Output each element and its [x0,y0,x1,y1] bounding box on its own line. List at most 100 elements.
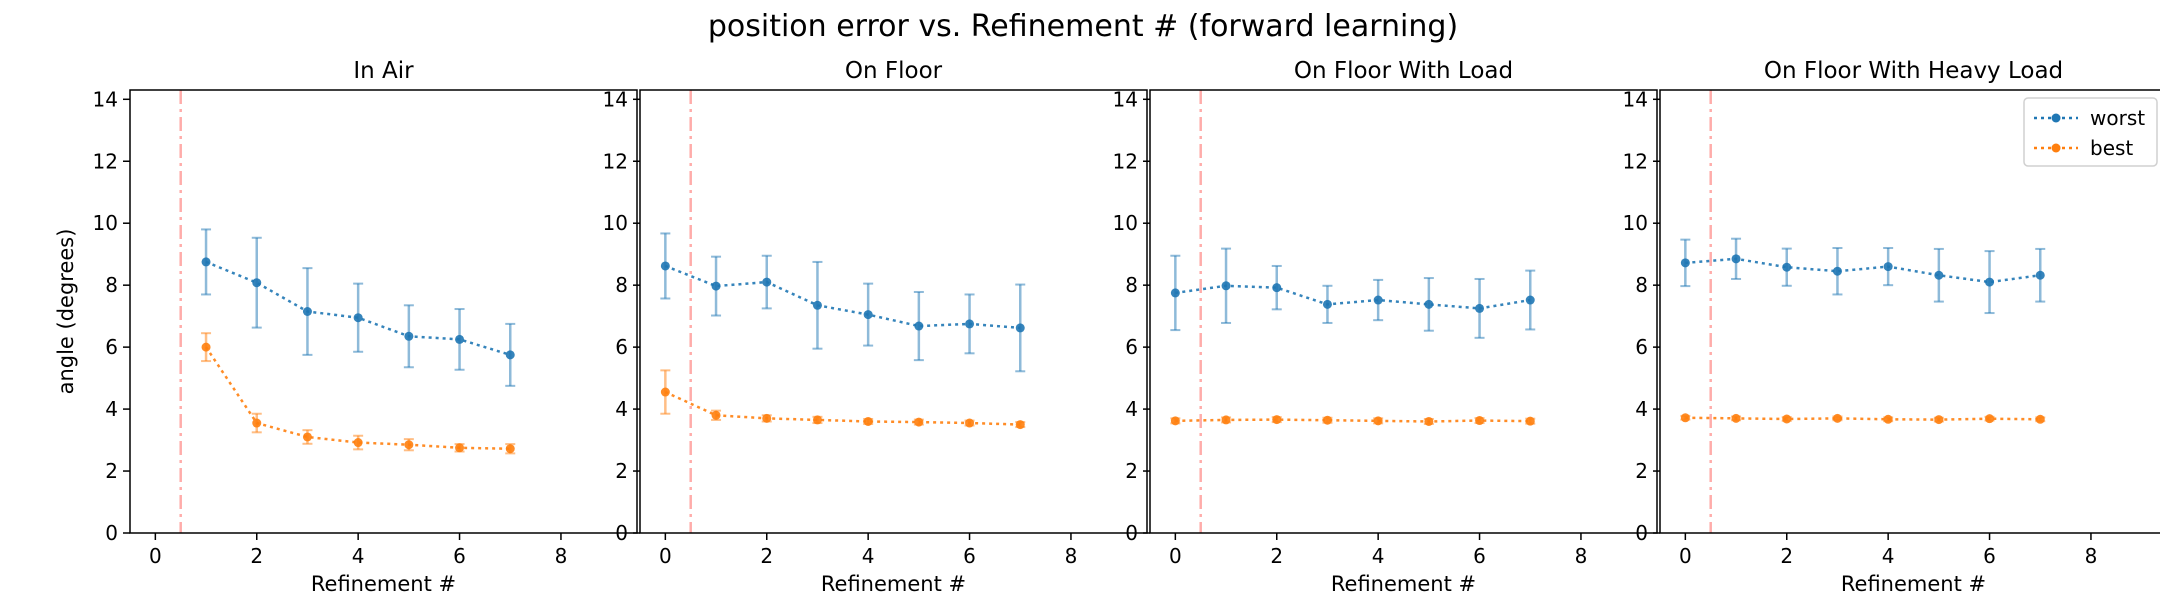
chart-title: In Air [353,58,414,84]
chart-panel-4: On Floor With Heavy Load 0 2 4 6 8 0 2 4 6 8 10 12 14… [1623,58,2160,596]
y-tick-label: 2 [1125,459,1138,483]
x-tick-label: 0 [149,544,162,568]
data-point [762,413,772,423]
chart-title: On Floor With Heavy Load [1764,58,2063,84]
y-tick-label: 6 [105,335,118,359]
data-point [1221,415,1231,425]
data-point [863,310,873,320]
data-point [2035,270,2045,280]
x-axis-label: Refinement # [1331,572,1476,596]
data-point [1475,303,1485,313]
data-point [252,278,262,288]
y-tick-label: 14 [1623,87,1648,111]
data-point [1985,414,1995,424]
data-point [1424,416,1434,426]
data-point [914,321,924,331]
data-point [1985,277,1995,287]
y-tick-label: 2 [1635,459,1648,483]
chart-panel-1: In Air 0 2 4 6 8 0 2 4 6 8 10 12 14 Refinement # angle … [54,58,638,596]
x-tick-label: 2 [1780,544,1793,568]
data-point [302,307,312,316]
data-point [505,350,515,360]
y-tick-label: 10 [1623,211,1648,235]
legend-swatch-marker [2051,143,2061,153]
data-point [660,261,670,271]
data-point [965,319,975,329]
data-point [1170,288,1180,298]
data-point [1170,416,1180,426]
y-tick-label: 14 [603,87,628,111]
y-tick-label: 10 [93,211,118,235]
data-point [201,257,211,267]
y-tick-label: 8 [615,273,628,297]
data-point [1525,295,1535,305]
data-point [455,334,465,344]
y-tick-label: 8 [1635,273,1648,297]
y-tick-label: 12 [93,149,118,173]
legend: worst best [2023,97,2158,167]
series-best [660,369,1026,430]
series-best [1680,413,2046,425]
y-tick-label: 0 [105,521,118,545]
y-tick-label: 0 [1635,521,1648,545]
y-tick-label: 0 [615,521,628,545]
x-tick-label: 4 [352,544,365,568]
y-axis-label: angle (degrees) [54,229,78,395]
x-tick-label: 2 [250,544,263,568]
data-point [455,443,465,453]
data-point [762,277,772,287]
y-tick-label: 4 [615,397,628,421]
x-tick-label: 2 [1270,544,1283,568]
axes-frame [639,89,1148,534]
data-point [1272,283,1282,293]
data-point [914,417,924,427]
data-point [1221,281,1231,291]
x-tick-label: 0 [659,544,672,568]
data-point [1373,295,1383,305]
series-worst [660,232,1026,373]
y-tick-label: 10 [603,211,628,235]
y-tick-label: 6 [1635,335,1648,359]
data-point [1322,299,1332,309]
data-point [1475,416,1485,426]
y-tick-label: 4 [1125,397,1138,421]
data-point [1525,416,1535,426]
y-tick-label: 6 [615,335,628,359]
data-point [1782,262,1792,272]
data-point [2035,414,2045,424]
y-tick-label: 12 [1113,149,1138,173]
x-tick-label: 8 [555,544,568,568]
data-point [1272,415,1282,425]
series-worst [1680,237,2046,315]
data-point [1731,413,1741,423]
figure-title: position error vs. Refinement # (forward… [708,9,1458,44]
x-tick-label: 2 [760,544,773,568]
x-tick-label: 6 [453,544,466,568]
y-tick-label: 8 [105,273,118,297]
data-point [1015,420,1025,430]
y-tick-label: 12 [1623,149,1648,173]
y-tick-label: 14 [93,87,118,111]
x-tick-label: 8 [1065,544,1078,568]
x-tick-label: 6 [1983,544,1996,568]
y-tick-label: 14 [1113,87,1138,111]
data-point [711,281,721,291]
legend-swatch-marker [2051,113,2061,123]
data-point [1883,414,1893,424]
x-tick-label: 8 [1575,544,1588,568]
data-point [965,418,975,428]
data-point [660,387,670,397]
y-tick-label: 4 [1635,397,1648,421]
series-line [664,390,1021,426]
data-point [302,432,312,442]
data-point [711,410,721,420]
data-point [1832,266,1842,276]
x-axis-label: Refinement # [821,572,966,596]
series-line [1685,416,2041,421]
y-tick-label: 2 [615,459,628,483]
y-tick-label: 0 [1125,521,1138,545]
data-point [404,440,414,450]
y-tick-label: 2 [105,459,118,483]
data-point [1782,414,1792,424]
